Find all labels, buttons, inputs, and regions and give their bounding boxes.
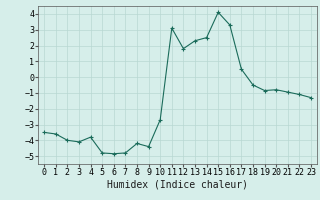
X-axis label: Humidex (Indice chaleur): Humidex (Indice chaleur) (107, 180, 248, 190)
